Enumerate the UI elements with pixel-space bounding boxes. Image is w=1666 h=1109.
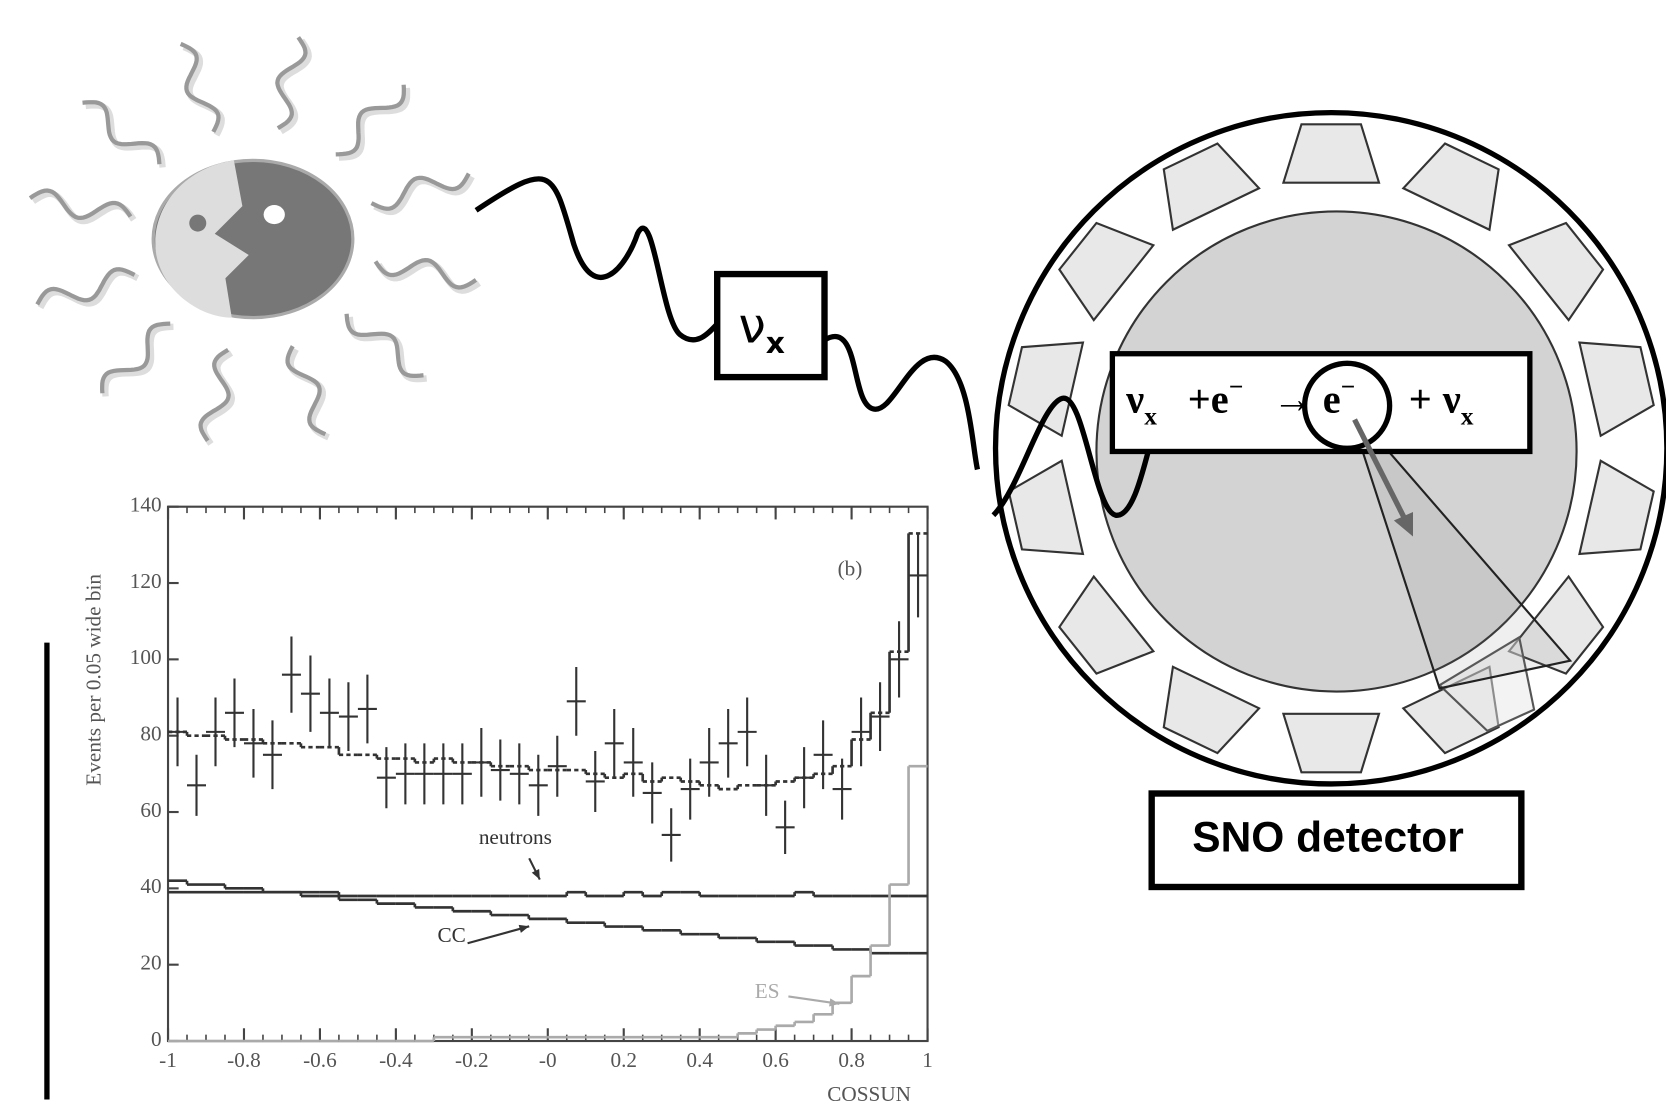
- x-tick-label: -0: [539, 1048, 557, 1072]
- x-tick-label: 0.8: [838, 1048, 865, 1072]
- x-tick-label: -0.6: [303, 1048, 337, 1072]
- x-axis-label: COSSUN: [827, 1082, 911, 1106]
- sun-ray-shadow: [105, 327, 173, 397]
- annotation: (b): [838, 556, 863, 580]
- chart: (b) COSSUN Events per 0.05 wide bin 0204…: [82, 493, 933, 1107]
- eq-part: ν: [1125, 377, 1144, 422]
- series-label: neutrons: [479, 825, 552, 849]
- neutrino-subscript: x: [766, 326, 785, 361]
- y-tick-label: 60: [140, 798, 161, 822]
- sun-ray: [102, 324, 170, 394]
- x-tick-label: 1: [922, 1048, 933, 1072]
- x-tick-label: 0.4: [686, 1048, 713, 1072]
- eq-part: +: [1409, 377, 1432, 422]
- x-tick-label: -1: [159, 1048, 177, 1072]
- pmt: [1283, 714, 1379, 772]
- sun-ray: [83, 102, 160, 164]
- sun-ray-shadow: [339, 88, 407, 158]
- y-tick-label: 40: [140, 874, 161, 898]
- sun-ray: [347, 314, 424, 376]
- y-tick-label: 100: [130, 645, 162, 669]
- figure: νx νx+e−→e−+νx SNO detector (b) COSSUN E…: [0, 0, 1666, 1109]
- neutrino-symbol: ν: [738, 297, 765, 354]
- sun-eye: [189, 215, 206, 232]
- pmt: [1283, 124, 1379, 182]
- x-tick-label: -0.2: [455, 1048, 489, 1072]
- eq-part: −: [1341, 372, 1356, 401]
- eq-part: x: [1144, 401, 1157, 430]
- eq-part: x: [1461, 401, 1474, 430]
- y-axis-label: Events per 0.05 wide bin: [82, 574, 106, 786]
- neutrino-wave: [476, 179, 717, 340]
- eq-part: ν: [1442, 377, 1461, 422]
- series-label: CC: [437, 923, 465, 947]
- detector: νx+e−→e−+νx: [993, 113, 1666, 784]
- x-tick-label: 0.6: [762, 1048, 789, 1072]
- x-tick-label: 0.2: [610, 1048, 637, 1072]
- x-tick-label: -0.4: [379, 1048, 413, 1072]
- sun-ray-shadow: [86, 105, 163, 167]
- x-tick-label: -0.8: [227, 1048, 261, 1072]
- neutrino-wave: [825, 337, 978, 470]
- series-label: ES: [755, 979, 780, 1003]
- sun-ray: [336, 85, 404, 155]
- sun-ray-shadow: [350, 317, 427, 379]
- y-tick-label: 120: [130, 569, 162, 593]
- detector-label: SNO detector: [1192, 814, 1463, 861]
- y-tick-label: 20: [140, 951, 161, 975]
- eq-part: e: [1323, 377, 1341, 422]
- eq-part: +e: [1188, 377, 1229, 422]
- y-tick-label: 140: [130, 493, 162, 517]
- eq-part: −: [1229, 372, 1244, 401]
- sun: [30, 37, 479, 444]
- sun-eye: [264, 205, 285, 224]
- y-tick-label: 80: [140, 722, 161, 746]
